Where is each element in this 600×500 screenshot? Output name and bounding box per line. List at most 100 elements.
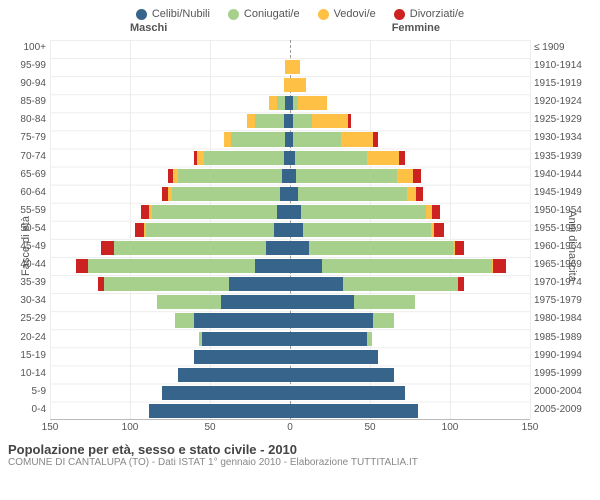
bar-segment [280,187,290,201]
bar-segment [290,223,303,237]
age-label: 35-39 [4,277,46,288]
age-label: 75-79 [4,132,46,143]
age-label: 95-99 [4,60,46,71]
age-row: 50-541955-1959 [50,221,530,239]
legend-item: Coniugati/e [228,8,300,20]
bar-segment [458,277,464,291]
bar-segment [157,295,221,309]
bar-segment [255,259,290,273]
male-bar [247,114,290,128]
bar-segment [152,205,277,219]
birth-label: 1930-1934 [534,132,596,143]
birth-label: 1960-1964 [534,241,596,252]
bar-segment [194,313,290,327]
age-label: 100+ [4,42,46,53]
bar-segment [290,350,378,364]
female-bar [290,404,418,418]
female-bar [290,368,394,382]
bar-segment [298,96,327,110]
bar-segment [354,295,415,309]
bar-segment [407,187,417,201]
bar-segment [290,313,373,327]
birth-label: 1910-1914 [534,60,596,71]
female-bar [290,386,405,400]
bar-segment [312,114,347,128]
bar-segment [202,332,290,346]
male-bar [175,313,290,327]
bar-segment [367,151,399,165]
male-bar [199,332,290,346]
bar-segment [178,169,282,183]
bar-segment [290,78,306,92]
birth-label: 1975-1979 [534,295,596,306]
birth-label: 1920-1924 [534,96,596,107]
bar-segment [373,132,378,146]
bar-segment [88,259,254,273]
age-label: 10-14 [4,368,46,379]
x-tick: 0 [287,422,293,433]
age-row: 20-241985-1989 [50,330,530,348]
legend-label: Vedovi/e [334,8,376,20]
age-label: 15-19 [4,350,46,361]
birth-label: 1940-1944 [534,169,596,180]
bar-segment [432,205,440,219]
male-bar [101,241,290,255]
bar-segment [293,114,312,128]
birth-label: 1915-1919 [534,78,596,89]
male-bar [162,187,290,201]
bar-segment [493,259,506,273]
female-bar [290,350,378,364]
legend: Celibi/NubiliConiugati/eVedovi/eDivorzia… [0,0,600,20]
bar-segment [290,259,322,273]
bar-segment [343,277,458,291]
bar-segment [416,187,422,201]
bar-segment [295,151,367,165]
birth-label: 1985-1989 [534,332,596,343]
female-bar [290,78,306,92]
bar-segment [162,386,290,400]
bar-segment [135,223,145,237]
age-label: 0-4 [4,404,46,415]
female-bar [290,241,464,255]
bar-segment [290,368,394,382]
bar-segment [172,187,281,201]
age-row: 70-741935-1939 [50,149,530,167]
age-label: 25-29 [4,313,46,324]
caption: Popolazione per età, sesso e stato civil… [0,440,600,470]
bar-segment [282,169,290,183]
bar-segment [322,259,492,273]
legend-swatch [136,9,147,20]
birth-label: 1955-1959 [534,223,596,234]
age-row: 80-841925-1929 [50,112,530,130]
bar-segment [175,313,194,327]
age-row: 100+≤ 1909 [50,40,530,58]
female-bar [290,96,327,110]
bar-segment [290,386,405,400]
birth-label: ≤ 1909 [534,42,596,53]
male-bar [149,404,290,418]
male-bar [194,151,290,165]
bar-segment [397,169,413,183]
x-tick: 50 [364,422,375,433]
birth-label: 1935-1939 [534,151,596,162]
bar-segment [290,241,309,255]
female-bar [290,132,378,146]
plot-area: 100+≤ 190995-991910-191490-941915-191985… [50,40,530,420]
bar-segment [309,241,453,255]
male-label: Maschi [130,22,167,34]
x-tick: 100 [122,422,139,433]
male-bar [178,368,290,382]
bar-segment [141,205,149,219]
bar-segment [301,205,426,219]
bar-segment [290,332,367,346]
female-bar [290,114,351,128]
bar-segment [149,404,290,418]
x-tick: 150 [42,422,59,433]
bar-segment [194,350,290,364]
age-label: 45-49 [4,241,46,252]
female-bar [290,187,423,201]
bar-segment [290,60,300,74]
legend-item: Celibi/Nubili [136,8,210,20]
legend-swatch [318,9,329,20]
bar-segment [455,241,465,255]
